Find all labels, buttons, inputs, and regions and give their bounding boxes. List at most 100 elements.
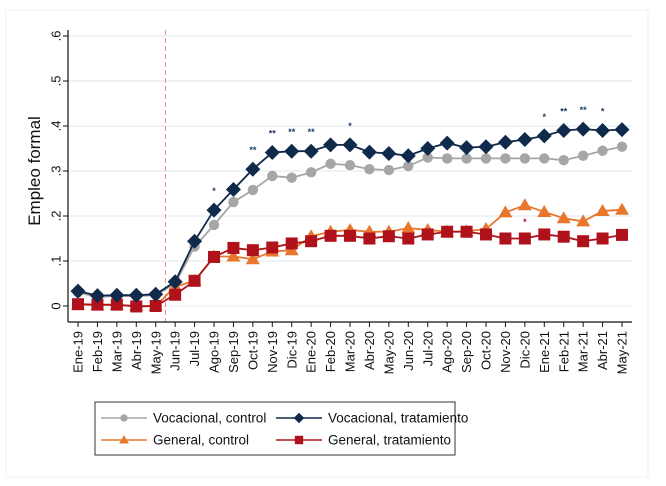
data-point [128, 287, 144, 303]
data-point [538, 228, 551, 241]
data-point [188, 274, 201, 287]
data-point [500, 153, 511, 164]
y-axis-ticks: 0 .1 .2 .3 .4 .5 .6 [49, 31, 68, 310]
y-tick-label: 0 [49, 302, 64, 309]
data-point [576, 214, 591, 227]
x-tick-label: Ene-21 [537, 331, 552, 373]
data-point [208, 219, 220, 231]
legend-marker [294, 435, 304, 445]
significance-star: ** [560, 107, 568, 117]
data-point [420, 141, 436, 156]
data-point [342, 137, 358, 153]
data-point [441, 225, 454, 238]
significance-star: * [348, 121, 352, 131]
y-tick-label: .1 [49, 256, 64, 267]
x-tick-label: Ago-19 [207, 331, 222, 373]
data-point [361, 144, 377, 160]
significance-star: ** [580, 105, 588, 115]
data-point [596, 232, 609, 245]
data-point [285, 237, 298, 250]
data-point [324, 229, 337, 242]
data-point [480, 228, 492, 241]
data-point [401, 221, 416, 234]
x-tick-label: Dic-19 [284, 331, 299, 369]
data-point [91, 298, 104, 311]
data-point [89, 288, 105, 304]
data-point [403, 160, 414, 172]
significance-star: ** [249, 145, 257, 155]
data-point [110, 298, 123, 311]
y-tick-label: .4 [49, 121, 64, 132]
x-tick-label: Oct-20 [479, 331, 494, 370]
data-point [381, 145, 397, 161]
legend-entry: General, control [101, 433, 249, 448]
x-tick-label: Mar-19 [109, 331, 124, 372]
data-point [267, 170, 278, 182]
significance-star: * [523, 217, 527, 227]
data-point [422, 152, 433, 163]
series-general-tratamiento [72, 225, 628, 313]
data-point [344, 229, 356, 242]
data-point [536, 128, 552, 144]
data-point [616, 141, 628, 152]
legend-entry: Vocacional, tratamiento [276, 411, 468, 426]
data-point [478, 139, 494, 155]
x-tick-label: Mar-20 [343, 331, 358, 372]
series-vocacional-tratamiento [70, 121, 630, 304]
x-tick-label: Abr-20 [362, 331, 377, 370]
significance-star: ** [288, 127, 296, 137]
data-point [615, 202, 629, 215]
y-axis-title: Empleo formal [25, 116, 44, 226]
data-point [284, 143, 300, 159]
data-point [595, 123, 611, 138]
data-point [539, 153, 550, 164]
figure-border [5, 9, 649, 478]
data-point [382, 230, 395, 243]
data-point [305, 167, 317, 178]
legend-marker [293, 412, 305, 424]
data-point [519, 153, 531, 164]
data-point [402, 232, 415, 245]
data-point [286, 172, 297, 183]
data-point [441, 153, 453, 164]
legend: Vocacional, control Vocacional, tratamien… [94, 401, 468, 456]
y-tick-label: .2 [49, 211, 64, 222]
data-point [459, 140, 475, 156]
x-tick-label: Jul-19 [187, 331, 202, 366]
data-point [225, 181, 241, 197]
data-point [227, 241, 240, 254]
data-point [187, 233, 203, 249]
legend-box [94, 401, 456, 456]
data-point [169, 288, 182, 301]
x-tick-label: Jun-20 [401, 331, 416, 371]
legend-label: Vocacional, control [153, 411, 266, 426]
x-tick-label: May-19 [148, 331, 163, 374]
data-point [245, 252, 260, 265]
data-point [498, 205, 513, 218]
data-point [228, 196, 239, 208]
data-point [518, 232, 531, 245]
data-point [577, 235, 590, 248]
x-tick-label: May-20 [381, 331, 396, 374]
data-point [364, 164, 375, 175]
gridlines [68, 35, 632, 307]
significance-star: ** [269, 129, 277, 139]
data-point [245, 161, 261, 177]
x-tick-label: Abr-21 [595, 331, 610, 370]
legend-label: General, tratamiento [328, 433, 451, 448]
significance-star: * [601, 107, 605, 117]
data-point [383, 164, 395, 176]
data-point [577, 150, 589, 161]
data-point [597, 145, 608, 156]
legend-marker [120, 414, 128, 422]
data-point [247, 184, 259, 196]
data-point [305, 235, 318, 248]
data-point [499, 232, 512, 245]
data-point [208, 250, 220, 263]
data-point [363, 232, 376, 245]
data-point [303, 143, 319, 159]
data-point [148, 286, 164, 302]
data-point [264, 145, 280, 161]
data-point [167, 274, 183, 290]
data-point [497, 134, 513, 150]
